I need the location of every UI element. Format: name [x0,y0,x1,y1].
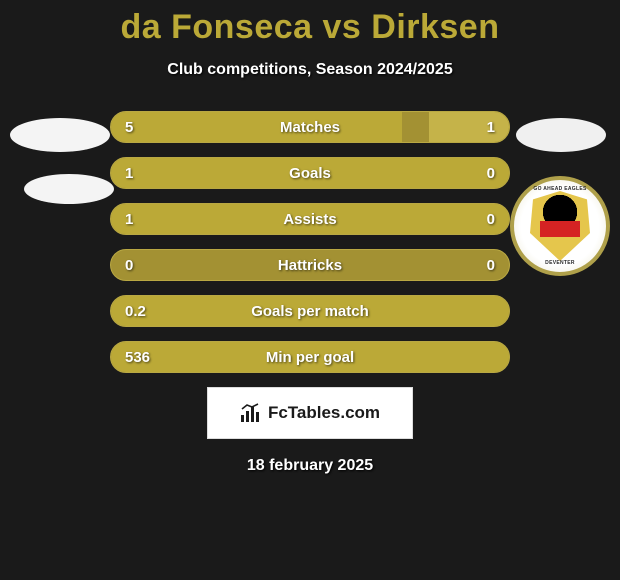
stat-label: Assists [111,204,509,234]
stat-row: Goals1 0 [110,157,510,189]
stat-value-left: 0.2 [125,296,146,326]
stat-row: Min per goal536 [110,341,510,373]
stat-row: Matches5 1 [110,111,510,143]
stat-row: Assists1 0 [110,203,510,235]
brand-chart-icon [240,403,262,423]
footer-date: 18 february 2025 [0,457,620,475]
stat-row: Hattricks0 0 [110,249,510,281]
stat-value-left: 1 [125,204,133,234]
stat-label: Goals per match [111,296,509,326]
comparison-title: da Fonseca vs Dirksen [0,0,620,47]
stat-value-right: 1 [487,112,495,142]
stat-value-left: 536 [125,342,150,372]
stat-row: Goals per match0.2 [110,295,510,327]
stat-value-left: 0 [125,250,133,280]
stat-label: Hattricks [111,250,509,280]
stat-value-right: 0 [487,204,495,234]
stat-label: Min per goal [111,342,509,372]
stats-container: Matches51Goals10Assists10Hattricks00Goal… [0,111,620,373]
brand-text: FcTables.com [268,403,380,423]
stat-value-right: 0 [487,158,495,188]
stat-label: Matches [111,112,509,142]
brand-box: FcTables.com [207,387,413,439]
stat-label: Goals [111,158,509,188]
comparison-subtitle: Club competitions, Season 2024/2025 [0,61,620,79]
stat-value-right: 0 [487,250,495,280]
stat-value-left: 1 [125,158,133,188]
stat-value-left: 5 [125,112,133,142]
